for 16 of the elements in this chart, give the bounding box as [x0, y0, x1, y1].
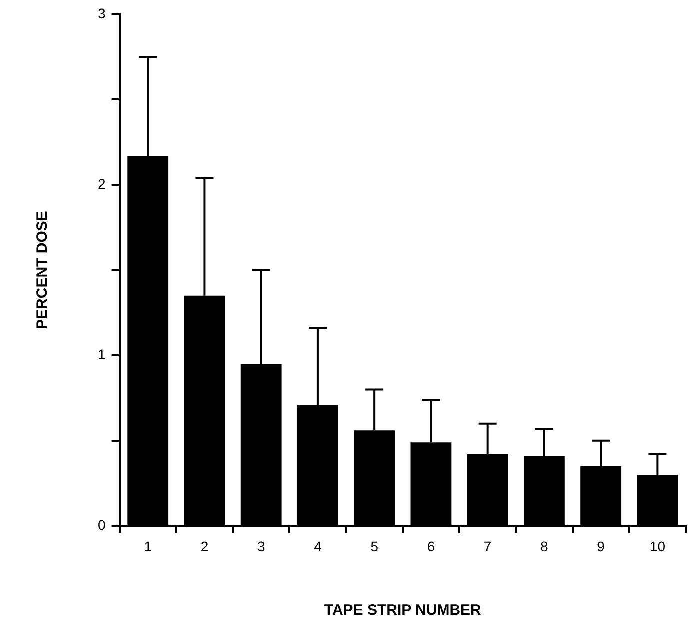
y-tick-label: 0 — [98, 517, 106, 534]
x-tick-label: 4 — [314, 538, 322, 554]
y-tick-label: 1 — [98, 346, 106, 362]
x-tick-label: 7 — [484, 538, 492, 554]
x-tick-label: 8 — [540, 538, 549, 554]
x-tick-label: 10 — [650, 538, 666, 554]
y-tick-label: 3 — [98, 5, 106, 22]
x-tick-label: 3 — [257, 538, 266, 554]
x-tick-label: 9 — [597, 538, 606, 554]
x-tick-label: 2 — [200, 538, 209, 554]
x-axis-title: TAPE STRIP NUMBER — [324, 602, 482, 620]
y-axis-title: PERCENT DOSE — [34, 211, 52, 330]
x-tick-label: 1 — [144, 538, 152, 554]
y-tick-label: 2 — [98, 176, 106, 192]
x-tick-label: 5 — [370, 538, 379, 554]
x-tick-label: 6 — [427, 538, 436, 554]
